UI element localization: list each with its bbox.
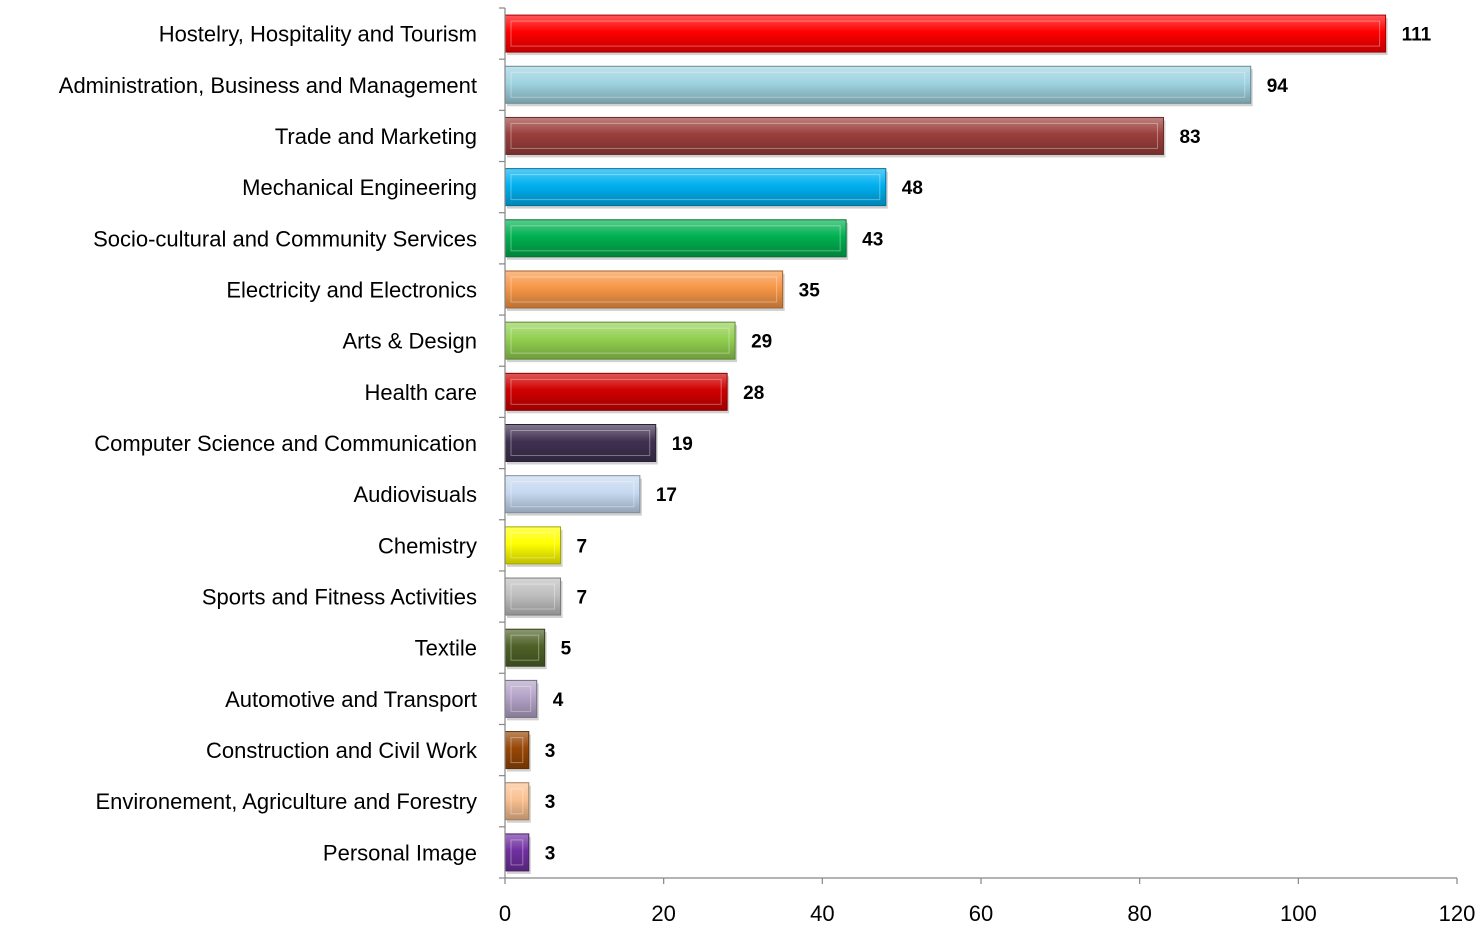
bar-group xyxy=(505,169,888,209)
category-label: Textile xyxy=(415,636,477,661)
category-label: Trade and Marketing xyxy=(275,124,477,149)
bar-group xyxy=(505,680,539,720)
bar-group xyxy=(505,783,531,823)
bar-group xyxy=(505,732,531,772)
category-label: Electricity and Electronics xyxy=(226,277,477,302)
category-label: Audiovisuals xyxy=(353,482,477,507)
bar-group xyxy=(505,834,531,874)
bar-group xyxy=(505,527,563,567)
category-label: Personal Image xyxy=(323,840,477,865)
data-label: 35 xyxy=(799,280,821,301)
data-label: 48 xyxy=(902,178,923,199)
data-label: 83 xyxy=(1179,127,1200,148)
data-label: 7 xyxy=(577,588,588,609)
bar-group xyxy=(505,66,1253,106)
bar-group xyxy=(505,220,848,260)
category-label: Sports and Fitness Activities xyxy=(202,585,477,610)
x-tick-label: 120 xyxy=(1439,901,1476,925)
data-label: 4 xyxy=(553,690,564,711)
data-label: 7 xyxy=(577,536,588,557)
category-label: Automotive and Transport xyxy=(225,687,477,712)
data-label: 111 xyxy=(1402,25,1432,46)
x-tick-label: 80 xyxy=(1127,901,1151,925)
bar-group xyxy=(505,578,563,618)
bar-group xyxy=(505,322,737,362)
category-label: Chemistry xyxy=(378,533,477,558)
category-label: Environement, Agriculture and Forestry xyxy=(95,789,477,814)
data-label: 17 xyxy=(656,485,677,506)
bar-group xyxy=(505,373,729,413)
category-label: Construction and Civil Work xyxy=(206,738,478,763)
bar-group xyxy=(505,425,658,465)
bar-group xyxy=(505,476,642,516)
data-label: 19 xyxy=(672,434,693,455)
bar-group xyxy=(505,271,785,311)
bar-group xyxy=(505,629,547,669)
data-label: 43 xyxy=(862,229,883,250)
category-label: Health care xyxy=(364,380,477,405)
data-label: 3 xyxy=(545,792,556,813)
category-label: Hostelry, Hospitality and Tourism xyxy=(159,22,477,47)
x-tick-label: 100 xyxy=(1280,901,1317,925)
bar-group xyxy=(505,15,1388,55)
x-tick-label: 60 xyxy=(969,901,993,925)
x-tick-label: 0 xyxy=(499,901,511,925)
bar-group xyxy=(505,117,1165,157)
bars-layer xyxy=(505,15,1388,874)
category-label: Socio-cultural and Community Services xyxy=(93,226,477,251)
data-label: 5 xyxy=(561,639,572,660)
category-label: Arts & Design xyxy=(343,329,478,354)
data-label: 3 xyxy=(545,843,556,864)
data-label: 29 xyxy=(751,332,772,353)
x-tick-label: 40 xyxy=(810,901,834,925)
data-label: 94 xyxy=(1267,76,1289,97)
category-label: Mechanical Engineering xyxy=(242,175,477,200)
data-label: 3 xyxy=(545,741,556,762)
data-label: 28 xyxy=(743,383,764,404)
category-label: Administration, Business and Management xyxy=(59,73,477,98)
category-label: Computer Science and Communication xyxy=(94,431,477,456)
x-tick-label: 20 xyxy=(651,901,675,925)
